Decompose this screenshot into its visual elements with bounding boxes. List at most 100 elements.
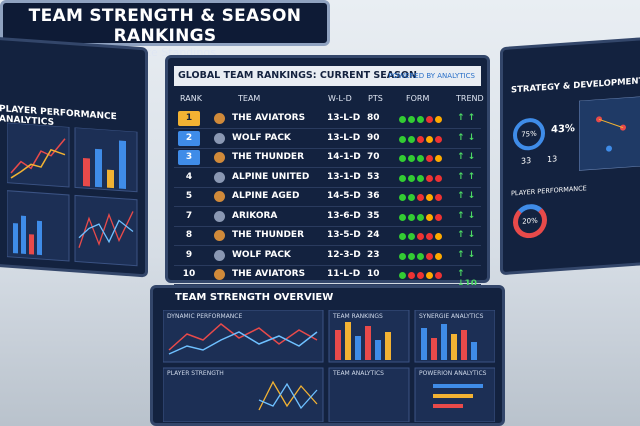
- rankings-panel: GLOBAL TEAM RANKINGS: CURRENT SEASON POWE…: [165, 55, 490, 289]
- gauge: 20%: [513, 202, 547, 240]
- team-name: ARIKORA: [232, 210, 278, 221]
- form-dot: [399, 155, 406, 162]
- trend: ↑ ↓: [457, 230, 476, 240]
- rank: 3: [178, 150, 200, 165]
- points: 36: [367, 191, 380, 201]
- trend: ↑ ↓: [457, 132, 476, 143]
- ranking-row: 8 THE THUNDER 13-5-D 24 ↑ ↓: [174, 227, 481, 246]
- trend: ↑ ↓10: [457, 269, 478, 289]
- form-dot: [408, 272, 415, 279]
- team-name: ALPINE AGED: [232, 191, 300, 201]
- form-dot: [408, 233, 415, 240]
- right-sub: PLAYER PERFORMANCE: [511, 184, 587, 198]
- ranking-row: 4 ALPINE UNITED 13-1-D 53 ↑ ↑: [174, 169, 481, 188]
- form-dot: [426, 213, 433, 221]
- title: TEAM STRENGTH & SEASON RANKINGS: [28, 6, 302, 46]
- form-dot: [417, 135, 424, 143]
- form-dot: [435, 116, 442, 123]
- rank: 5: [185, 191, 193, 201]
- gauge: 75%: [513, 117, 545, 152]
- record: 12-3-D: [327, 249, 361, 260]
- form-dot: [417, 252, 424, 260]
- points: 80: [367, 113, 380, 123]
- form-dot: [426, 116, 433, 123]
- form-dot: [399, 272, 406, 279]
- ranking-row: 2 WOLF PACK 13-L-D 90 ↑ ↓: [174, 130, 481, 149]
- column-header: TREND: [456, 94, 484, 103]
- record: 13-L-D: [327, 113, 361, 123]
- record: 13-L-D: [327, 132, 361, 143]
- rank: 4: [185, 171, 193, 182]
- team-logo: [214, 191, 225, 202]
- column-header: W-L-D: [328, 94, 352, 103]
- form-dot: [435, 213, 442, 221]
- rank: 7: [185, 210, 193, 221]
- form-dot: [426, 252, 433, 260]
- record: 13-5-D: [327, 230, 361, 240]
- points: 24: [367, 230, 380, 240]
- form-dot: [399, 116, 406, 123]
- chart-label: TEAM ANALYTICS: [333, 370, 384, 377]
- team-name: WOLF PACK: [232, 132, 291, 143]
- team-name: THE AVIATORS: [232, 113, 306, 123]
- tactics-board: [579, 96, 640, 171]
- team-logo: [214, 210, 225, 222]
- rank: 9: [185, 249, 193, 260]
- points: 23: [367, 249, 380, 260]
- stat: 33: [521, 156, 532, 166]
- team-logo: [214, 132, 225, 144]
- form-dot: [417, 213, 424, 221]
- trend: ↑ ↓: [457, 152, 476, 162]
- ranking-row: 9 WOLF PACK 12-3-D 23 ↑ ↓: [174, 247, 481, 266]
- chart-label: POWERION ANALYTICS: [419, 370, 487, 377]
- stat: 13: [547, 154, 558, 164]
- form-dot: [435, 272, 442, 279]
- form-dot: [435, 155, 442, 162]
- form-dot: [426, 233, 433, 240]
- record: 11-L-D: [327, 269, 361, 279]
- rankings-header: GLOBAL TEAM RANKINGS: CURRENT SEASON POWE…: [174, 66, 481, 86]
- form-dot: [417, 155, 424, 162]
- form-dot: [426, 135, 433, 143]
- right-screen: STRATEGY & DEVELOPMENT 75% 43% 33 13 PLA…: [500, 36, 640, 276]
- stat: 43%: [551, 123, 575, 136]
- record: 13-6-D: [327, 210, 361, 221]
- chart-label: DYNAMIC PERFORMANCE: [167, 313, 243, 320]
- form-dot: [417, 233, 424, 240]
- left-charts: [7, 122, 138, 267]
- trend: ↑ ↑: [457, 113, 476, 123]
- team-logo: [214, 269, 225, 280]
- form-dot: [417, 174, 424, 182]
- form-dot: [399, 252, 406, 260]
- team-logo: [214, 171, 225, 183]
- record: 13-1-D: [327, 171, 361, 182]
- rankings-title: GLOBAL TEAM RANKINGS: CURRENT SEASON: [178, 70, 417, 81]
- rank: 1: [178, 111, 200, 126]
- team-logo: [214, 152, 225, 163]
- form-dot: [408, 194, 415, 201]
- ranking-row: 5 ALPINE AGED 14-5-D 36 ↑ ↓: [174, 188, 481, 207]
- right-title: STRATEGY & DEVELOPMENT: [511, 76, 640, 96]
- powered-by: POWERED BY ANALYTICS: [388, 72, 475, 80]
- trend: ↑ ↑: [457, 171, 476, 182]
- form-dot: [408, 252, 415, 260]
- record: 14-5-D: [327, 191, 361, 201]
- column-header: FORM: [406, 94, 430, 103]
- form-dot: [417, 194, 424, 201]
- form-dot: [408, 116, 415, 123]
- team-name: THE THUNDER: [232, 230, 305, 240]
- form-dot: [435, 194, 442, 201]
- title-banner: TEAM STRENGTH & SEASON RANKINGS Website …: [0, 0, 330, 59]
- team-name: ALPINE UNITED: [232, 171, 310, 182]
- form-dot: [435, 233, 442, 240]
- chart-label: SYNERGIE ANALYTICS: [419, 313, 484, 320]
- form-dot: [435, 174, 442, 182]
- overview-charts: [163, 310, 495, 422]
- form-dot: [435, 252, 442, 260]
- form-dot: [408, 135, 415, 143]
- form-dot: [408, 174, 415, 182]
- form-dot: [399, 135, 406, 143]
- team-name: THE AVIATORS: [232, 269, 306, 279]
- ranking-row: 10 THE AVIATORS 11-L-D 10 ↑ ↓10: [174, 266, 481, 289]
- points: 90: [367, 132, 380, 143]
